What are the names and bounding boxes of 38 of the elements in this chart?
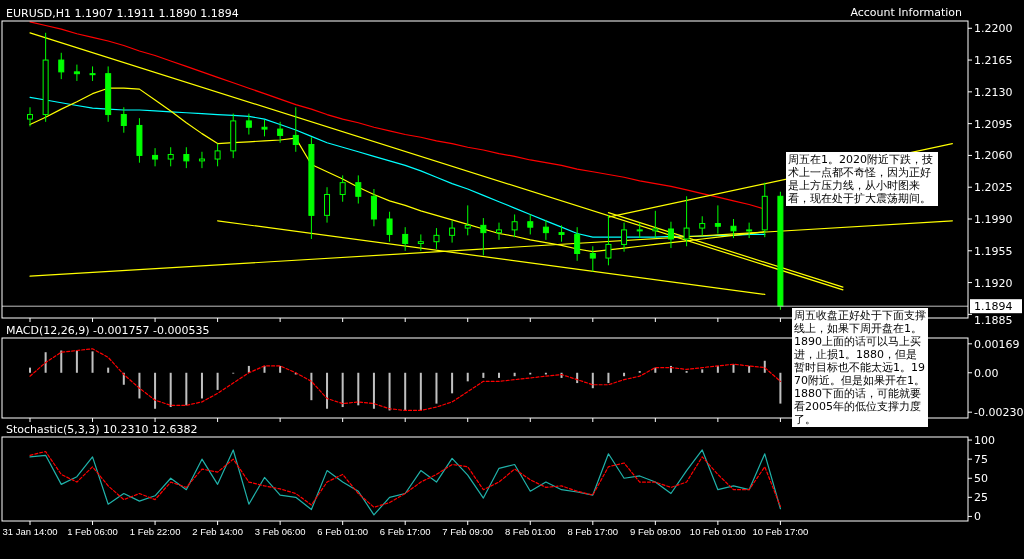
x-tick-label: 8 Feb 17:00 — [567, 526, 619, 537]
x-tick-label: 2 Feb 14:00 — [192, 526, 243, 537]
chart-title: EURUSD,H1 1.1907 1.1911 1.1890 1.1894 — [6, 7, 239, 20]
x-tick-label: 1 Feb 06:00 — [67, 526, 118, 537]
text: 周五收盘正好处于下面支撑线上，如果下周开盘在1。1890上面的话可以马上买进，止损1。1880，但是暂时目标也不能太远1。1970附近。但是如果开在1。1880下面的话，可能就要看2005年的低位支撑力度了。 — [794, 309, 926, 426]
chart-title: Stochastic(5,3,3) 10.2310 12.6382 — [6, 423, 198, 436]
y-tick-label: 1.1885 — [974, 314, 1013, 328]
y-tick-label: 0 — [974, 510, 981, 524]
x-tick-label: 3 Feb 06:00 — [254, 526, 306, 537]
y-tick-label: 75 — [974, 453, 988, 467]
x-tick-label: 10 Feb 17:00 — [752, 526, 809, 537]
y-tick-label: 1.2165 — [974, 54, 1013, 68]
x-tick-label: 6 Feb 17:00 — [379, 526, 431, 537]
x-tick-label: 1 Feb 22:00 — [129, 526, 181, 537]
y-tick-label: 1.1920 — [974, 276, 1013, 290]
y-tick-label: 50 — [974, 472, 988, 486]
x-tick-label: 6 Feb 01:00 — [317, 526, 369, 537]
y-tick-label: 1.1955 — [974, 244, 1013, 258]
ref-line-label: 1.1894 — [974, 300, 1013, 314]
y-tick-label: 1.1990 — [974, 213, 1013, 226]
x-tick-label: 7 Feb 09:00 — [442, 526, 494, 537]
y-tick-label: 1.2095 — [974, 117, 1013, 131]
y-tick-label: 0.00169 — [974, 337, 1020, 351]
y-tick-label: -0.00230 — [974, 406, 1024, 420]
x-tick-label: 8 Feb 01:00 — [504, 526, 556, 537]
y-tick-label: 1.2130 — [974, 85, 1013, 99]
y-tick-label: 1.2200 — [974, 22, 1013, 36]
annotation: 周五在1。2020附近下跌，技术上一点都不奇怪，因为正好是上方压力线，从小时图来看，现在处于扩大震荡期间。 — [786, 152, 938, 206]
chart-title: MACD(12,26,9) -0.001757 -0.000535 — [6, 324, 210, 337]
x-tick-label: 10 Feb 01:00 — [689, 526, 746, 537]
y-tick-label: 100 — [974, 434, 995, 448]
y-tick-label: 1.2060 — [974, 149, 1013, 163]
y-tick-label: 25 — [974, 491, 988, 505]
x-tick-label: 9 Feb 09:00 — [629, 526, 681, 537]
x-tick-label: 31 Jan 14:00 — [2, 526, 58, 537]
y-tick-label: 0.00 — [974, 366, 999, 380]
y-tick-label: 1.2025 — [974, 181, 1013, 195]
text: Account Information — [850, 6, 963, 19]
